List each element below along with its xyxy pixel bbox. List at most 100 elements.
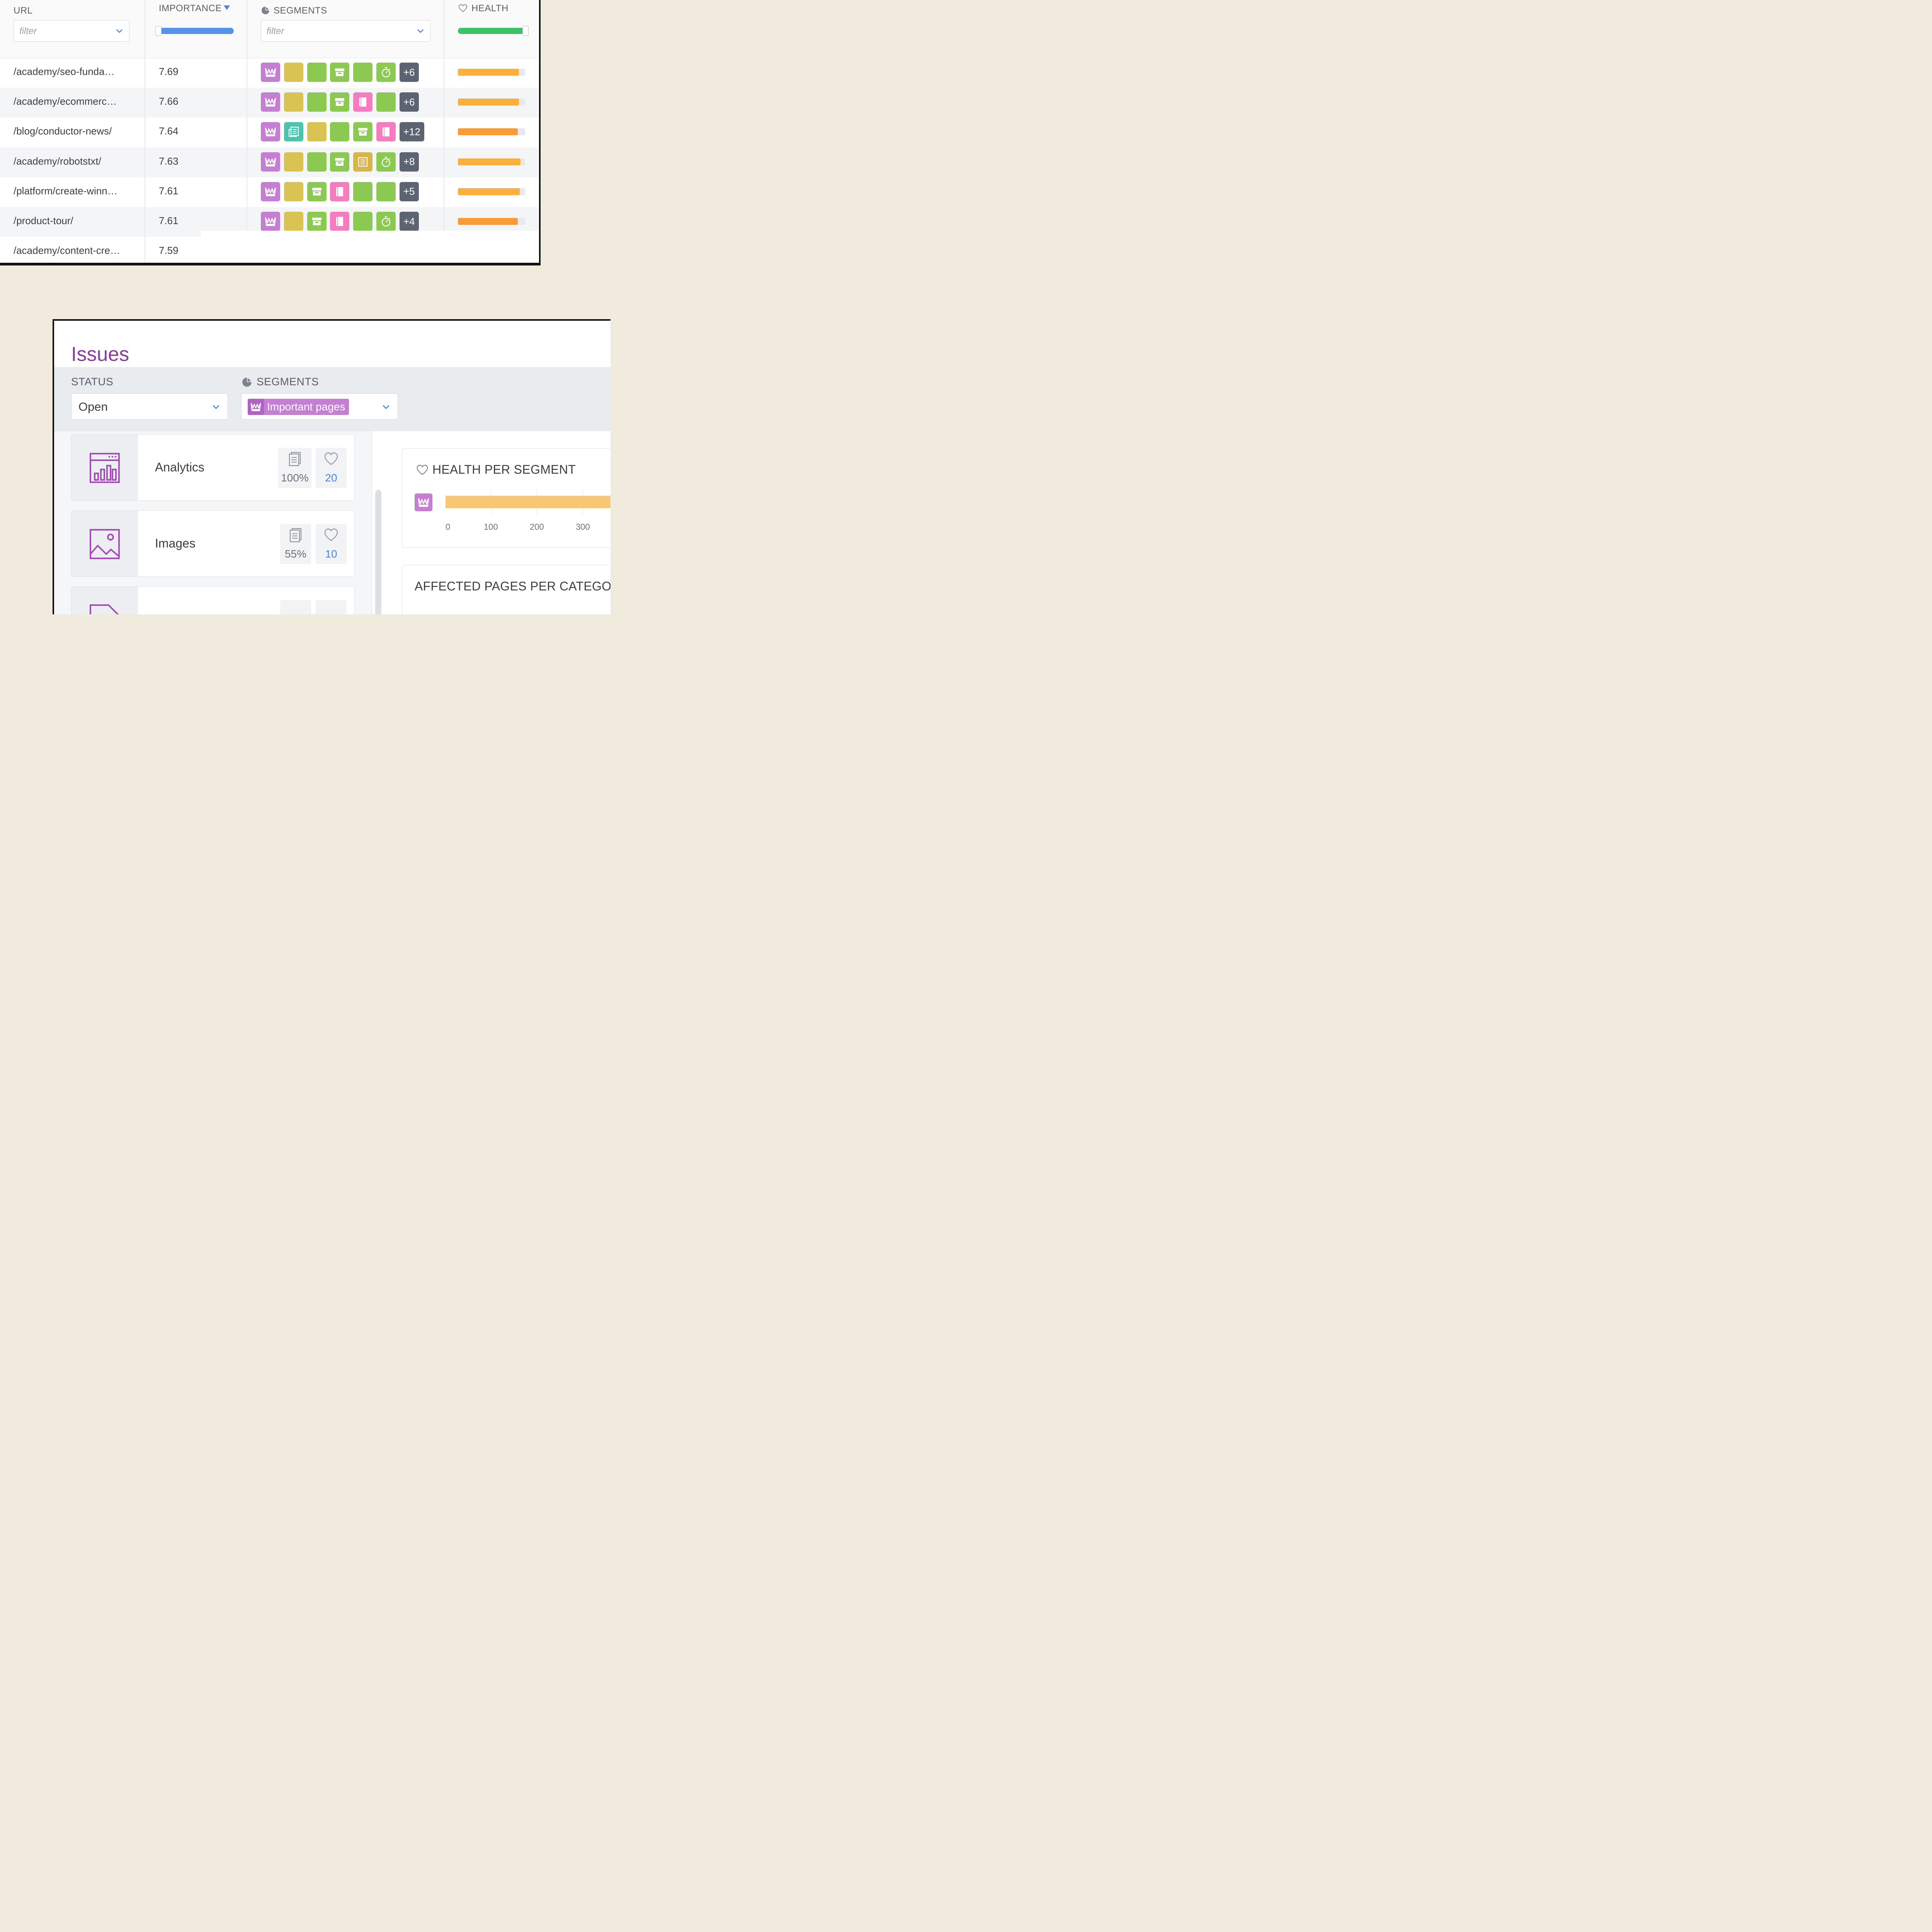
segment-badge-book[interactable] bbox=[376, 122, 396, 142]
more-segments-badge[interactable]: +5 bbox=[399, 182, 419, 201]
segment-chip-important-pages[interactable]: Important pages bbox=[248, 399, 349, 415]
segment-badge-book[interactable] bbox=[353, 92, 373, 112]
pie-chart-icon bbox=[242, 378, 252, 387]
crown-icon bbox=[415, 493, 432, 511]
sort-desc-icon[interactable] bbox=[223, 5, 230, 10]
issues-filter-bar: STATUS Open SEGMENTS Important pages bbox=[54, 367, 611, 431]
archive-icon bbox=[312, 218, 321, 225]
book-icon bbox=[336, 187, 344, 196]
url-cell[interactable]: /academy/seo-funda… bbox=[14, 66, 115, 77]
segment-badge-archive[interactable] bbox=[330, 152, 350, 172]
timer-icon bbox=[381, 216, 391, 227]
health-bar-fill bbox=[458, 69, 519, 76]
segment-badge-crown[interactable] bbox=[261, 63, 280, 82]
segment-badge-news[interactable] bbox=[284, 122, 303, 142]
health-column-header[interactable]: HEALTH bbox=[471, 3, 509, 14]
segment-badge-green[interactable] bbox=[330, 122, 350, 142]
chevron-down-icon bbox=[116, 29, 122, 33]
affected-pages-value: 55% bbox=[284, 548, 307, 560]
segment-badge-yellow[interactable] bbox=[284, 92, 303, 112]
category-icon-box bbox=[71, 587, 138, 614]
url-cell[interactable]: /blog/conductor-news/ bbox=[14, 125, 112, 137]
health-stat: 10 bbox=[316, 524, 347, 564]
affected-pages-value: 100% bbox=[281, 472, 309, 484]
segment-badge-green[interactable] bbox=[307, 63, 327, 82]
archive-icon bbox=[335, 68, 345, 76]
crown-icon bbox=[265, 98, 276, 107]
doc-icon bbox=[358, 157, 368, 167]
segments-column-header[interactable]: SEGMENTS bbox=[274, 5, 327, 16]
segment-badge-yellow[interactable] bbox=[284, 152, 303, 172]
status-select[interactable]: Open bbox=[71, 393, 228, 420]
more-segments-badge[interactable]: +6 bbox=[399, 63, 419, 82]
affected-pages-per-category-card: AFFECTED PAGES PER CATEGO bbox=[402, 565, 611, 614]
scrollbar-thumb[interactable] bbox=[375, 490, 381, 614]
health-bar bbox=[458, 69, 525, 76]
more-segments-badge[interactable]: +4 bbox=[399, 212, 419, 231]
archive-icon bbox=[312, 187, 321, 196]
url-cell[interactable]: /academy/robotstxt/ bbox=[14, 155, 101, 167]
segment-badge-book[interactable] bbox=[330, 182, 350, 201]
segment-badge-archive[interactable] bbox=[353, 122, 373, 142]
segments-filter-input[interactable]: filter bbox=[261, 20, 430, 42]
segment-badge-green[interactable] bbox=[353, 63, 373, 82]
more-segments-badge[interactable]: +12 bbox=[399, 122, 424, 142]
heart-icon bbox=[324, 452, 338, 465]
book-icon bbox=[359, 97, 367, 107]
segment-badge-timer[interactable] bbox=[376, 63, 396, 82]
segment-badge-book[interactable] bbox=[330, 212, 350, 231]
segment-badge-timer[interactable] bbox=[376, 212, 396, 231]
affected-pages-stat: 100% bbox=[278, 448, 311, 488]
segment-badge-archive[interactable] bbox=[330, 63, 350, 82]
table-row[interactable]: /platform/create-winn… 7.61 +5 bbox=[0, 177, 539, 207]
url-column-header[interactable]: URL bbox=[14, 5, 33, 16]
segment-badge-crown[interactable] bbox=[261, 212, 280, 231]
more-segments-badge[interactable]: +6 bbox=[399, 92, 419, 112]
segment-badge-yellow[interactable] bbox=[284, 182, 303, 201]
segments-select[interactable]: Important pages bbox=[241, 393, 398, 420]
health-slider-handle[interactable] bbox=[522, 26, 529, 36]
segment-badge-green[interactable] bbox=[376, 182, 396, 201]
segment-badge-green[interactable] bbox=[376, 92, 396, 112]
importance-column-header[interactable]: IMPORTANCE bbox=[159, 3, 222, 14]
table-row[interactable]: /academy/seo-funda… 7.69 +6 bbox=[0, 58, 539, 88]
url-cell[interactable]: /academy/ecommerc… bbox=[14, 95, 117, 107]
segment-badge-crown[interactable] bbox=[261, 182, 280, 201]
segment-badge-archive[interactable] bbox=[307, 212, 327, 231]
category-card-partial[interactable] bbox=[71, 587, 355, 614]
segment-badge-green[interactable] bbox=[307, 152, 327, 172]
importance-cell: 7.63 bbox=[159, 155, 179, 167]
importance-slider-handle[interactable] bbox=[155, 26, 162, 36]
segment-badge-green[interactable] bbox=[353, 212, 373, 231]
segment-badge-archive[interactable] bbox=[330, 92, 350, 112]
segment-badge-doc[interactable] bbox=[353, 152, 373, 172]
segment-badge-crown[interactable] bbox=[261, 92, 280, 112]
importance-cell: 7.59 bbox=[159, 245, 179, 257]
right-column: HEALTH PER SEGMENT 0 100 200 300 AFFECTE… bbox=[385, 431, 611, 614]
url-cell[interactable]: /platform/create-winn… bbox=[14, 185, 117, 197]
segment-badge-yellow[interactable] bbox=[284, 212, 303, 231]
segment-badge-archive[interactable] bbox=[307, 182, 327, 201]
status-label: STATUS bbox=[71, 376, 114, 388]
importance-slider-track[interactable] bbox=[158, 28, 234, 34]
segment-badge-timer[interactable] bbox=[376, 152, 396, 172]
table-row[interactable]: /academy/ecommerc… 7.66 +6 bbox=[0, 88, 539, 118]
more-segments-badge[interactable]: +8 bbox=[399, 152, 419, 172]
table-row[interactable]: /blog/conductor-news/7.64 +12 bbox=[0, 117, 539, 147]
url-filter-input[interactable]: filter bbox=[14, 20, 129, 42]
category-card-analytics[interactable]: Analytics 100% 20 bbox=[71, 434, 355, 501]
health-stat: 20 bbox=[316, 448, 347, 488]
url-cell[interactable]: /academy/content-cre… bbox=[14, 245, 121, 257]
health-slider-track[interactable] bbox=[458, 28, 526, 34]
segment-badge-crown[interactable] bbox=[261, 152, 280, 172]
segment-badge-yellow[interactable] bbox=[284, 63, 303, 82]
segment-badge-yellow[interactable] bbox=[307, 122, 327, 142]
table-row[interactable]: /academy/robotstxt/7.63 +8 bbox=[0, 147, 539, 177]
segment-badge-green[interactable] bbox=[353, 182, 373, 201]
segment-badge-crown[interactable] bbox=[261, 122, 280, 142]
pie-chart-icon bbox=[262, 7, 269, 14]
segment-badge-green[interactable] bbox=[307, 92, 327, 112]
scrollbar[interactable] bbox=[372, 431, 386, 614]
category-card-images[interactable]: Images 55% 10 bbox=[71, 510, 355, 577]
url-cell[interactable]: /product-tour/ bbox=[14, 215, 73, 226]
